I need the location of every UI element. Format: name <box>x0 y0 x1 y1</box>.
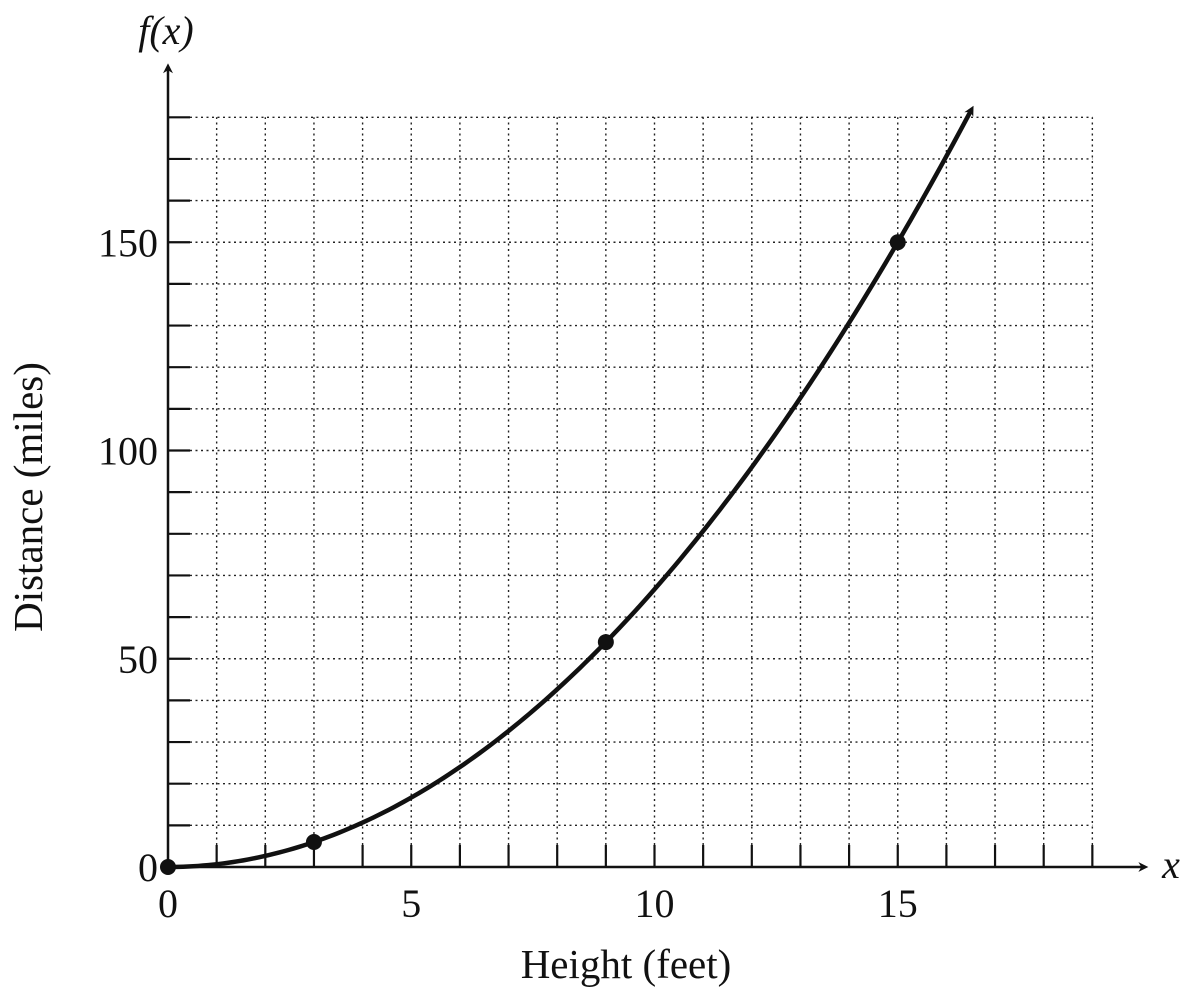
y-axis-title: Distance (miles) <box>5 362 51 632</box>
x-variable-label: x <box>1161 842 1180 887</box>
grid <box>168 116 1094 867</box>
series-curve <box>167 105 974 870</box>
y-tick-label: 50 <box>118 637 158 682</box>
y-variable-label: f(x) <box>138 8 194 53</box>
series-layer <box>160 105 974 875</box>
data-point <box>889 234 906 251</box>
x-tick-label: 5 <box>401 881 421 926</box>
y-tick-label: 0 <box>138 845 158 890</box>
data-point <box>160 859 176 875</box>
y-tick-label: 150 <box>98 220 158 265</box>
ticks <box>168 116 1094 867</box>
x-tick-label: 0 <box>158 881 178 926</box>
x-tick-label: 10 <box>635 881 675 926</box>
x-axis-title: Height (feet) <box>521 941 732 987</box>
y-tick-label: 100 <box>98 429 158 474</box>
data-point <box>597 634 614 651</box>
x-tick-label: 15 <box>878 881 918 926</box>
data-point <box>305 834 322 851</box>
